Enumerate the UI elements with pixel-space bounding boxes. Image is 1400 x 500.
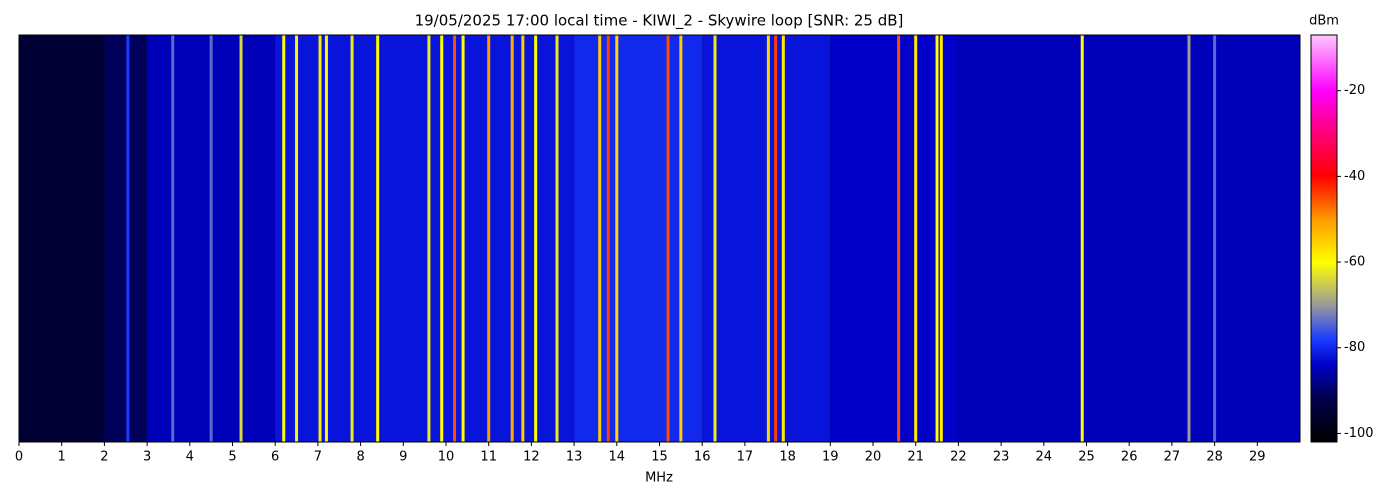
colorbar-tick-label: -60	[1344, 255, 1365, 270]
x-tick-label: 29	[1249, 450, 1266, 465]
noise-band	[830, 35, 959, 442]
x-tick-label: 11	[480, 450, 497, 465]
x-tick-label: 2	[100, 450, 108, 465]
x-tick-label: 5	[228, 450, 236, 465]
noise-band	[702, 35, 831, 442]
x-tick-label: 8	[356, 450, 364, 465]
colorbar-tick-label: -100	[1344, 426, 1374, 441]
x-tick-label: 12	[523, 450, 540, 465]
x-tick-label: 0	[15, 450, 23, 465]
noise-band	[104, 35, 148, 442]
x-tick-label: 22	[950, 450, 967, 465]
noise-band	[958, 35, 1300, 442]
x-tick-label: 6	[271, 450, 279, 465]
x-tick-label: 19	[822, 450, 839, 465]
colorbar-tick-label: -40	[1344, 169, 1365, 184]
x-tick-label: 20	[865, 450, 882, 465]
x-tick-label: 28	[1206, 450, 1223, 465]
x-tick-label: 9	[399, 450, 407, 465]
noise-band	[19, 35, 105, 442]
x-tick-label: 26	[1121, 450, 1138, 465]
colorbar-tick-label: -20	[1344, 83, 1365, 98]
x-tick-label: 25	[1078, 450, 1095, 465]
colorbar-label: dBm	[1309, 14, 1339, 29]
x-tick-label: 4	[186, 450, 194, 465]
chart-title: 19/05/2025 17:00 local time - KIWI_2 - S…	[415, 12, 904, 31]
x-axis-label: MHz	[645, 471, 673, 486]
x-tick-label: 27	[1164, 450, 1181, 465]
x-tick-label: 14	[609, 450, 626, 465]
x-tick-label: 24	[1036, 450, 1053, 465]
x-tick-label: 16	[694, 450, 711, 465]
x-tick-label: 3	[143, 450, 151, 465]
colorbar	[1310, 34, 1338, 443]
colorbar-tick-label: -80	[1344, 340, 1365, 355]
x-tick-label: 17	[737, 450, 754, 465]
x-tick-label: 23	[993, 450, 1010, 465]
x-tick-label: 18	[779, 450, 796, 465]
x-tick-label: 15	[651, 450, 668, 465]
x-tick-label: 10	[438, 450, 455, 465]
x-tick-label: 1	[58, 450, 66, 465]
noise-band	[574, 35, 703, 442]
x-tick-label: 7	[314, 450, 322, 465]
x-tick-label: 21	[907, 450, 924, 465]
x-tick-label: 13	[566, 450, 583, 465]
